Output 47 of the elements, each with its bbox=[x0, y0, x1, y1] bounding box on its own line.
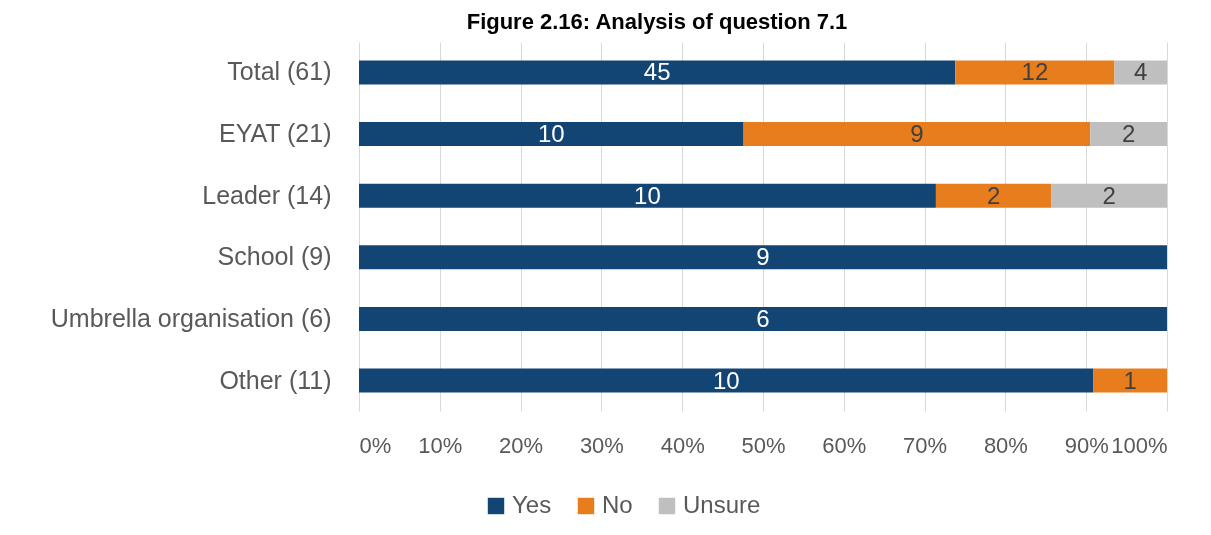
y-tick-label: Umbrella organisation (6) bbox=[50, 303, 332, 332]
x-tick-label: 100% bbox=[1111, 432, 1168, 458]
x-tick-label: 30% bbox=[579, 432, 624, 458]
annotation: 10 bbox=[712, 366, 740, 394]
y-tick-label: Total (61) bbox=[227, 57, 332, 86]
x-tick-label: 90% bbox=[1064, 432, 1109, 458]
x-tick-label: 50% bbox=[741, 432, 786, 458]
bar bbox=[1114, 60, 1167, 85]
annotation: 2 bbox=[987, 181, 1001, 209]
bar bbox=[1090, 122, 1167, 147]
x-tick-label: 40% bbox=[660, 432, 705, 458]
y-tick-label: Other (11) bbox=[219, 365, 332, 394]
annotation: 45 bbox=[643, 58, 671, 86]
bar bbox=[359, 245, 1167, 270]
x-tick-label: 0% bbox=[359, 432, 392, 458]
legend-label: Yes bbox=[512, 491, 552, 518]
bar bbox=[359, 60, 956, 85]
annotation: 4 bbox=[1134, 58, 1148, 86]
y-tick-label: Leader (14) bbox=[202, 180, 332, 209]
legend-label: Unsure bbox=[683, 491, 761, 518]
bar bbox=[359, 306, 1167, 331]
bar bbox=[935, 183, 1052, 208]
annotation: 9 bbox=[756, 243, 770, 271]
x-tick-label: 20% bbox=[499, 432, 544, 458]
annotation: 10 bbox=[537, 120, 565, 148]
annotation: 12 bbox=[1021, 58, 1049, 86]
x-tick-label: 70% bbox=[903, 432, 948, 458]
y-tick-label: EYAT (21) bbox=[218, 119, 332, 148]
chart-title: Figure 2.16: Analysis of question 7.1 bbox=[466, 9, 848, 34]
annotation: 2 bbox=[1102, 181, 1116, 209]
annotation: 2 bbox=[1121, 120, 1136, 148]
annotation: 1 bbox=[1123, 366, 1137, 394]
annotation: 6 bbox=[756, 304, 770, 332]
annotation: 10 bbox=[634, 181, 661, 209]
legend-label: No bbox=[602, 491, 633, 518]
bar bbox=[359, 122, 744, 147]
x-tick-label: 80% bbox=[983, 432, 1028, 458]
bar bbox=[955, 60, 1115, 85]
bar bbox=[359, 368, 1094, 393]
y-tick-label: School (9) bbox=[217, 242, 332, 271]
bar bbox=[1093, 368, 1167, 393]
x-tick-label: 10% bbox=[418, 432, 463, 458]
annotation: 9 bbox=[910, 120, 924, 148]
bar bbox=[743, 122, 1091, 147]
bar bbox=[359, 183, 936, 208]
bar bbox=[1051, 183, 1167, 208]
x-tick-label: 60% bbox=[822, 432, 867, 458]
